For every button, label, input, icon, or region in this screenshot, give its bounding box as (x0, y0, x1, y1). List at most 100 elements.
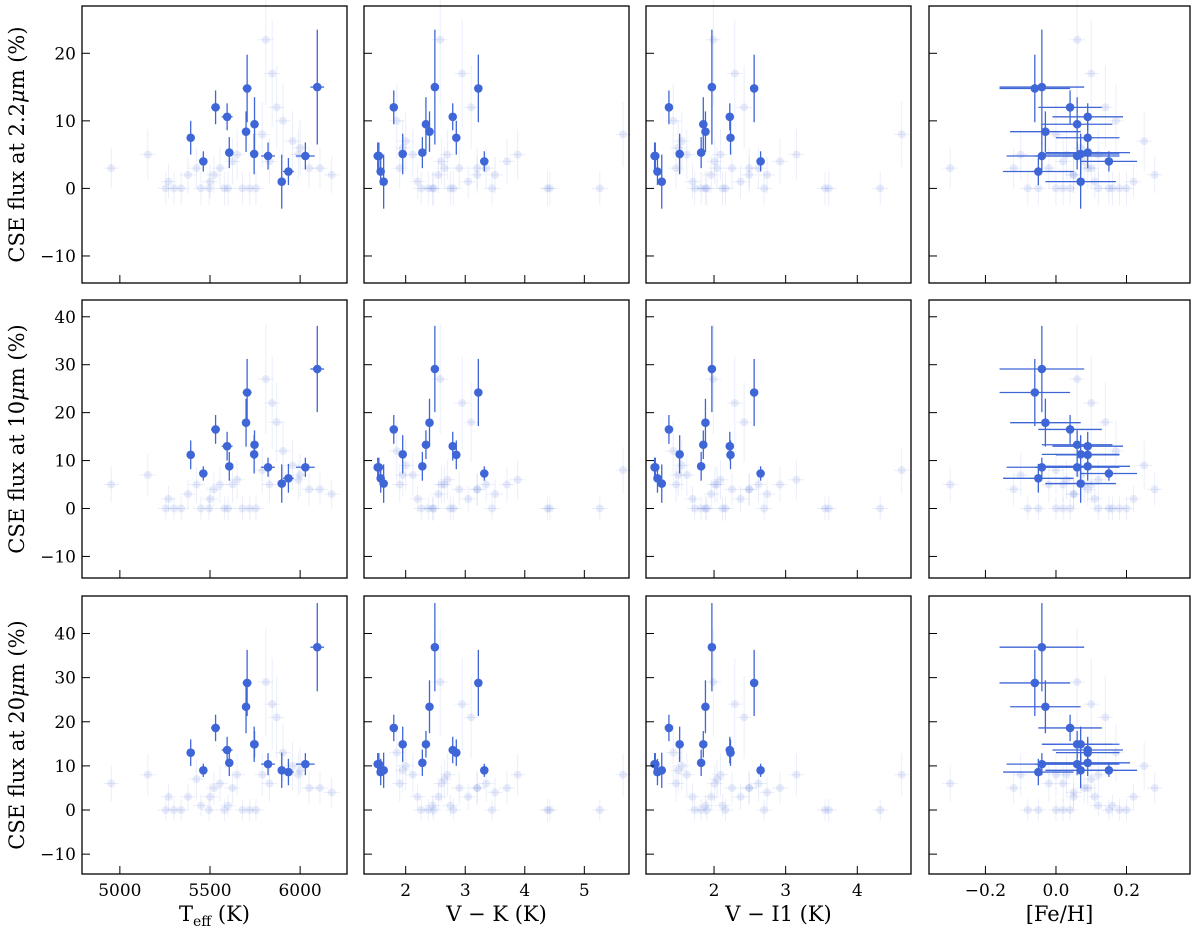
faint-point (776, 784, 784, 792)
faint-point (701, 802, 709, 810)
data-point (675, 450, 684, 459)
faint-point (728, 164, 736, 172)
data-point (701, 418, 710, 427)
faint-point (754, 780, 762, 788)
y-tick-label: −10 (40, 547, 76, 567)
data-point (398, 450, 407, 459)
faint-point (740, 103, 748, 111)
faint-point (279, 447, 287, 455)
data-point (480, 469, 489, 478)
faint-point (455, 164, 463, 172)
data-point (1031, 679, 1040, 688)
y-tick-label: 20 (54, 404, 76, 424)
y-axis-label: CSE flux at 20μm (%) (5, 620, 29, 849)
faint-point (458, 700, 466, 708)
data-point (1083, 462, 1092, 471)
faint-point (1017, 151, 1025, 159)
faint-point (946, 780, 954, 788)
faint-point (763, 171, 771, 179)
faint-point (1101, 103, 1109, 111)
x-tick-label: 3 (460, 881, 471, 901)
x-tick-label: −0.2 (965, 881, 1006, 901)
faint-point (716, 771, 724, 779)
data-point (452, 133, 461, 142)
faint-point (1140, 461, 1148, 469)
data-point (1083, 759, 1092, 768)
faint-point (722, 505, 730, 513)
data-point (750, 679, 759, 688)
faint-point (1151, 485, 1159, 493)
faint-point (672, 481, 680, 489)
faint-point (210, 171, 218, 179)
y-tick-label: 0 (65, 179, 76, 199)
faint-point (1094, 802, 1102, 810)
faint-point (1084, 784, 1092, 792)
y-tick-label: 0 (65, 500, 76, 520)
faint-point (728, 485, 736, 493)
faint-point (711, 481, 719, 489)
faint-point (1087, 775, 1095, 783)
data-point (697, 148, 706, 157)
faint-point (596, 505, 604, 513)
faint-point (482, 481, 490, 489)
data-point (389, 425, 398, 434)
data-point (697, 462, 706, 471)
faint-point (316, 784, 324, 792)
faint-point (205, 184, 213, 192)
data-point (223, 113, 232, 122)
faint-point (503, 784, 511, 792)
faint-point (252, 184, 260, 192)
faint-point (1091, 495, 1099, 503)
faint-point (1130, 178, 1138, 186)
faint-point (1094, 476, 1102, 484)
data-point (313, 83, 322, 92)
faint-point (265, 481, 273, 489)
data-point (665, 425, 674, 434)
faint-point (305, 164, 313, 172)
faint-point (305, 784, 313, 792)
panel-frame (364, 300, 629, 578)
faint-point (745, 164, 753, 172)
faint-point (722, 184, 730, 192)
y-tick-label: 40 (54, 308, 76, 328)
faint-point (144, 771, 152, 779)
faint-point (1087, 70, 1095, 78)
data-point (448, 113, 457, 122)
faint-point (233, 476, 241, 484)
data-point (1034, 167, 1043, 176)
faint-point (731, 700, 739, 708)
data-point (756, 469, 765, 478)
y-tick-label: 40 (54, 625, 76, 645)
data-point (726, 133, 735, 142)
data-point (211, 103, 220, 112)
faint-point (192, 775, 200, 783)
faint-point (546, 806, 554, 814)
faint-point (467, 103, 475, 111)
panel-frame (929, 596, 1190, 874)
faint-point (737, 178, 745, 186)
data-point (243, 84, 252, 93)
faint-point (206, 495, 214, 503)
faint-point (876, 505, 884, 513)
data-point (708, 83, 717, 92)
panel-r20-vk: 2345 (364, 596, 631, 901)
data-point (264, 463, 273, 472)
faint-point (328, 171, 336, 179)
data-point (199, 157, 208, 166)
data-point (425, 418, 434, 427)
faint-point (491, 788, 499, 796)
faint-point (503, 481, 511, 489)
faint-point (1070, 788, 1078, 796)
faint-point (491, 171, 499, 179)
faint-point (1108, 184, 1116, 192)
faint-point (437, 481, 445, 489)
data-point (1073, 760, 1082, 769)
faint-point (1034, 505, 1042, 513)
data-point (376, 167, 385, 176)
faint-point (713, 164, 721, 172)
faint-point (144, 151, 152, 159)
faint-point (707, 793, 715, 801)
faint-point (546, 505, 554, 513)
faint-point (265, 780, 273, 788)
faint-point (1073, 678, 1081, 686)
